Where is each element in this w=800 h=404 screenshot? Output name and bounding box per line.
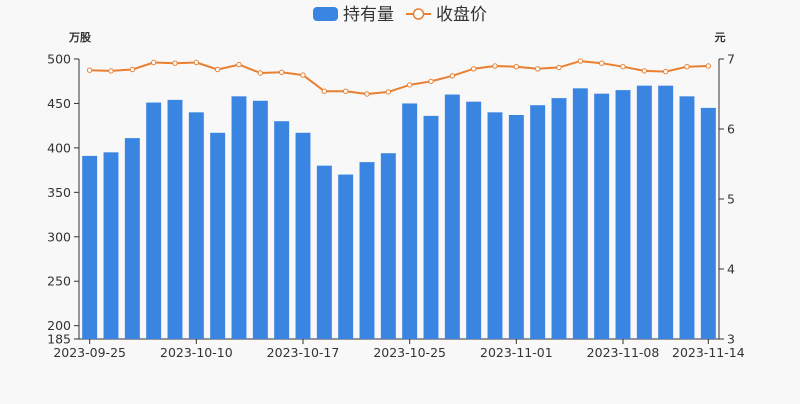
legend-symbol-marker bbox=[412, 8, 425, 20]
close-price-line bbox=[89, 60, 709, 95]
bar bbox=[551, 98, 567, 339]
close-price-point bbox=[278, 69, 285, 76]
right-axis-tick-label: 6 bbox=[727, 122, 735, 137]
bar bbox=[594, 93, 610, 340]
close-price-point bbox=[449, 73, 456, 79]
bar bbox=[466, 101, 482, 340]
left-axis-unit-label: 万股 bbox=[68, 31, 92, 44]
close-price-point bbox=[321, 88, 328, 94]
bar bbox=[210, 132, 226, 339]
bar bbox=[316, 165, 332, 339]
legend-label: 持有量 bbox=[343, 5, 394, 25]
close-price-point bbox=[492, 63, 498, 69]
bar bbox=[423, 115, 439, 339]
close-price-point bbox=[214, 66, 221, 73]
close-price-point bbox=[108, 68, 114, 74]
x-axis-tick-label: 2023-11-01 bbox=[480, 345, 553, 360]
bar bbox=[231, 96, 247, 339]
bar-series bbox=[82, 85, 716, 340]
close-price-point bbox=[577, 58, 584, 64]
close-price-point bbox=[364, 91, 370, 97]
bar bbox=[338, 174, 354, 339]
bar bbox=[380, 153, 396, 339]
bar bbox=[679, 96, 695, 339]
line-series bbox=[86, 58, 712, 97]
bar bbox=[508, 115, 524, 339]
right-axis-tick-label: 7 bbox=[727, 52, 735, 67]
left-axis-tick-label: 200 bbox=[47, 318, 71, 333]
left-axis-tick-label: 500 bbox=[47, 52, 71, 67]
close-price-point bbox=[513, 64, 520, 70]
x-axis-tick-label: 2023-10-10 bbox=[160, 345, 233, 360]
legend: 持有量 收盘价 bbox=[313, 5, 487, 25]
close-price-point bbox=[641, 68, 648, 74]
right-axis-tick-label: 4 bbox=[727, 262, 735, 277]
bar bbox=[658, 85, 674, 340]
bar bbox=[444, 94, 460, 339]
x-axis-tick-label: 2023-09-25 bbox=[53, 345, 126, 360]
x-axis-tick-label: 2023-11-14 bbox=[672, 345, 745, 360]
close-price-point bbox=[556, 64, 562, 71]
close-price-point bbox=[662, 68, 669, 75]
close-price-point bbox=[342, 88, 349, 94]
close-price-point bbox=[236, 61, 242, 68]
bar bbox=[295, 132, 311, 339]
close-price-point bbox=[406, 82, 413, 88]
bar bbox=[82, 155, 98, 339]
bar bbox=[103, 152, 119, 339]
bar bbox=[252, 100, 268, 340]
close-price-point bbox=[470, 66, 477, 72]
x-axis-tick-label: 2023-10-17 bbox=[267, 345, 340, 360]
close-price-point bbox=[598, 60, 605, 66]
close-price-point bbox=[534, 66, 541, 72]
bar bbox=[124, 138, 140, 339]
bar bbox=[402, 103, 418, 339]
close-price-point bbox=[620, 64, 626, 70]
close-price-point bbox=[385, 89, 392, 95]
close-price-point bbox=[150, 59, 157, 66]
right-axis-tick-label: 3 bbox=[727, 332, 735, 347]
bar bbox=[188, 112, 204, 339]
close-price-point bbox=[193, 59, 200, 66]
close-price-point bbox=[257, 70, 264, 76]
close-price-point bbox=[129, 66, 136, 73]
bar bbox=[487, 112, 503, 339]
left-axis-tick-label: 250 bbox=[47, 274, 71, 289]
left-axis-tick-label: 350 bbox=[47, 185, 71, 200]
right-axis-tick-label: 5 bbox=[727, 192, 735, 207]
left-axis-tick-label: 300 bbox=[47, 229, 71, 244]
bar bbox=[167, 99, 183, 339]
bar bbox=[636, 85, 652, 340]
left-axis-tick-label: 185 bbox=[47, 332, 71, 347]
close-price-point bbox=[684, 64, 690, 70]
legend-symbol-bar bbox=[313, 7, 338, 21]
bar bbox=[530, 105, 546, 339]
close-price-point bbox=[705, 63, 712, 69]
right-axis-unit-label: 元 bbox=[715, 31, 726, 44]
bar bbox=[572, 88, 588, 339]
close-price-point bbox=[428, 78, 434, 85]
bar bbox=[146, 102, 162, 339]
bar bbox=[274, 121, 290, 339]
close-price-point bbox=[86, 67, 93, 73]
bar bbox=[615, 90, 631, 339]
close-price-point bbox=[172, 60, 178, 66]
x-axis-tick-label: 2023-10-25 bbox=[373, 345, 446, 360]
left-axis-tick-label: 400 bbox=[47, 140, 71, 155]
legend-label: 收盘价 bbox=[436, 5, 487, 25]
close-price-point bbox=[300, 72, 306, 78]
x-axis-tick-label: 2023-11-08 bbox=[587, 345, 660, 360]
bar bbox=[359, 162, 375, 339]
left-axis-tick-label: 450 bbox=[47, 96, 71, 111]
bar bbox=[700, 107, 716, 339]
